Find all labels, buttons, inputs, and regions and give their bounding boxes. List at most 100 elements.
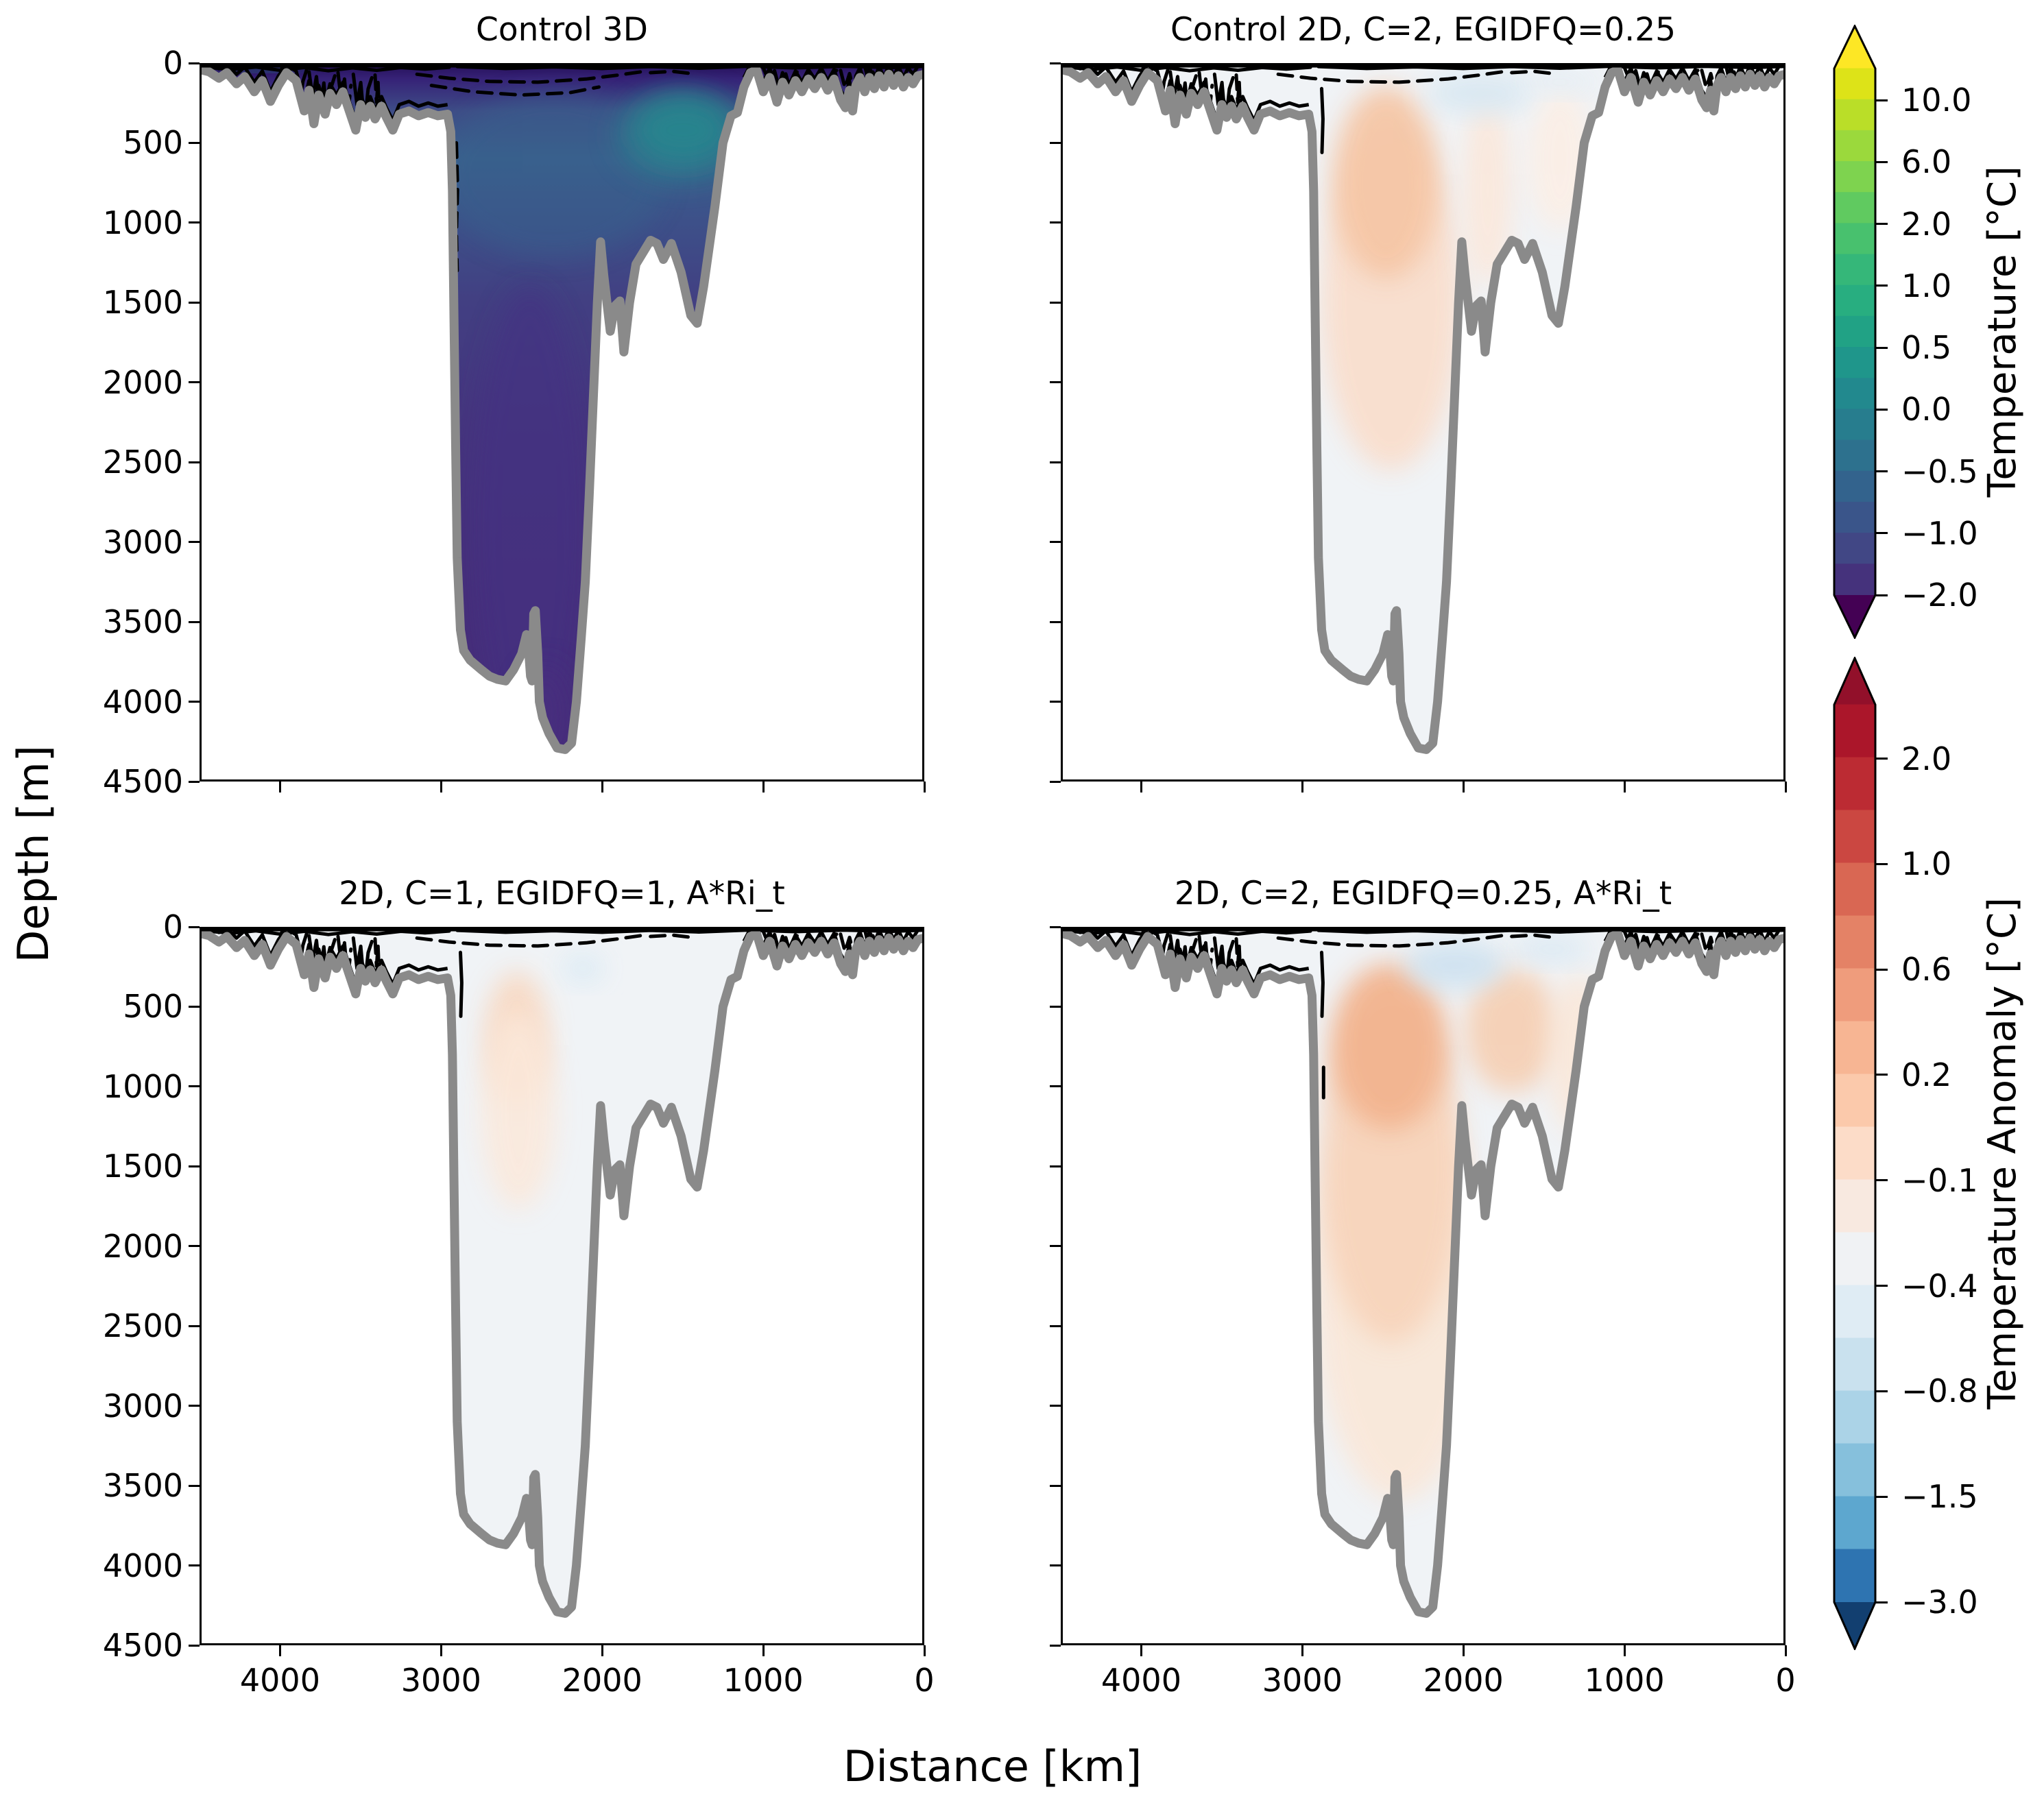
colorbar-band — [1834, 254, 1875, 286]
contour-line-solid — [1320, 86, 1325, 154]
colorbar-tick-mark — [1875, 968, 1888, 971]
colorbar-gradient — [1834, 68, 1875, 596]
colorbar-band — [1834, 704, 1875, 758]
anomaly-blob — [481, 1011, 556, 1210]
contour-line-solid — [201, 65, 451, 73]
colorbar-tick-label: 0.2 — [1901, 1056, 1952, 1093]
y-tick-mark — [189, 1245, 200, 1248]
contour-line-dashed — [1234, 937, 1242, 984]
y-tick-mark — [189, 1644, 200, 1647]
x-tick-mark — [1784, 1645, 1787, 1656]
x-tick-mark — [762, 782, 765, 792]
colorbar-under-arrow — [1834, 595, 1875, 638]
x-tick-label: 4000 — [239, 1662, 320, 1699]
panel-title: 2D, C=2, EGIDFQ=0.25, A*Ri_t — [1174, 875, 1672, 912]
anomaly-blob — [471, 287, 588, 750]
y-tick-label: 2500 — [102, 1307, 183, 1345]
y-tick-mark — [1050, 541, 1061, 544]
colorbar-tick-mark — [1875, 1285, 1888, 1287]
colorbar-band — [1834, 470, 1875, 503]
colorbar-band — [1834, 223, 1875, 255]
x-tick-label: 1000 — [1584, 1662, 1665, 1699]
colorbar-tick-mark — [1875, 470, 1888, 473]
colorbar-band — [1834, 1074, 1875, 1128]
y-tick-label: 0 — [163, 45, 183, 82]
x-tick-mark — [1140, 1645, 1142, 1656]
colorbar-tick-label: 0.5 — [1901, 329, 1952, 367]
axes-spines — [200, 63, 924, 782]
colorbar-band — [1834, 1126, 1875, 1181]
y-tick-mark — [189, 301, 200, 304]
x-tick-mark — [1462, 782, 1465, 792]
y-tick-mark — [189, 221, 200, 224]
y-tick-label: 4500 — [102, 763, 183, 800]
y-tick-label: 1000 — [102, 1067, 183, 1105]
x-tick-label: 0 — [1775, 1662, 1796, 1699]
x-tick-mark — [1140, 782, 1142, 792]
surface-line — [200, 927, 924, 932]
anomaly-blob — [560, 953, 605, 984]
y-tick-mark — [189, 62, 200, 64]
y-tick-label: 500 — [123, 988, 183, 1026]
x-tick-mark — [762, 1645, 765, 1656]
x-tick-mark — [278, 782, 281, 792]
colorbar-outline — [1833, 657, 1877, 1650]
x-tick-mark — [1623, 782, 1626, 792]
y-tick-mark — [1050, 1165, 1061, 1167]
colorbar-band — [1834, 99, 1875, 131]
y-tick-label: 3500 — [102, 1467, 183, 1505]
y-tick-label: 2000 — [102, 363, 183, 401]
contour-line-dashed — [1276, 70, 1504, 84]
y-tick-mark — [189, 1085, 200, 1088]
x-tick-mark — [1784, 782, 1787, 792]
panel-plot-temperature_anomaly — [200, 927, 924, 1645]
contour-line-solid — [1062, 65, 1312, 73]
colorbar-band — [1834, 378, 1875, 410]
colorbar-anomaly-label-wrap: Temperature Anomaly [°C] — [1969, 705, 2035, 1602]
x-tick-mark — [1301, 1645, 1303, 1656]
panel-title: Control 2D, C=2, EGIDFQ=0.25 — [1170, 11, 1676, 49]
y-tick-mark — [189, 780, 200, 783]
colorbar-tick-label: 10.0 — [1901, 82, 1972, 119]
y-tick-mark — [189, 1484, 200, 1487]
x-tick-mark — [1462, 1645, 1465, 1656]
colorbar-band — [1834, 810, 1875, 864]
x-tick-mark — [1301, 782, 1303, 792]
axes-spines — [200, 927, 924, 1645]
colorbar-band — [1834, 968, 1875, 1022]
y-tick-mark — [1050, 461, 1061, 463]
colorbar-band — [1834, 1496, 1875, 1550]
y-tick-mark — [1050, 1564, 1061, 1567]
colorbar-band — [1834, 192, 1875, 224]
colorbar-band — [1834, 1549, 1875, 1603]
colorbar-tick-mark — [1875, 1495, 1888, 1498]
x-tick-mark — [923, 782, 926, 792]
contour-line-dashed — [429, 84, 601, 97]
colorbar-tick-mark — [1875, 594, 1888, 596]
surface-line — [200, 63, 924, 68]
y-tick-label: 1000 — [102, 204, 183, 241]
colorbar-tick-label: 2.0 — [1901, 740, 1952, 777]
anomaly-blob — [441, 91, 667, 258]
surface-line — [1061, 63, 1786, 68]
y-tick-label: 3500 — [102, 603, 183, 641]
colorbar-band — [1834, 501, 1875, 534]
y-tick-label: 4000 — [102, 683, 183, 721]
x-tick-label: 3000 — [1262, 1662, 1343, 1699]
colorbar-tick-label: −0.4 — [1901, 1267, 1978, 1305]
colorbar-over-arrow — [1834, 26, 1875, 69]
contour-line-dashed — [373, 73, 381, 121]
x-tick-mark — [601, 1645, 603, 1656]
x-tick-mark — [601, 782, 603, 792]
colorbar-tick-label: −3.0 — [1901, 1584, 1978, 1621]
bathymetry-line — [1061, 928, 1786, 1618]
y-tick-mark — [189, 1165, 200, 1167]
x-tick-mark — [440, 1645, 442, 1656]
x-axis-label: Distance [km] — [843, 1741, 1142, 1791]
contour-line-dashed — [415, 934, 643, 948]
y-tick-label: 500 — [123, 124, 183, 162]
contour-line-solid — [459, 950, 464, 1018]
y-tick-label: 2500 — [102, 444, 183, 481]
colorbar-band — [1834, 1179, 1875, 1233]
